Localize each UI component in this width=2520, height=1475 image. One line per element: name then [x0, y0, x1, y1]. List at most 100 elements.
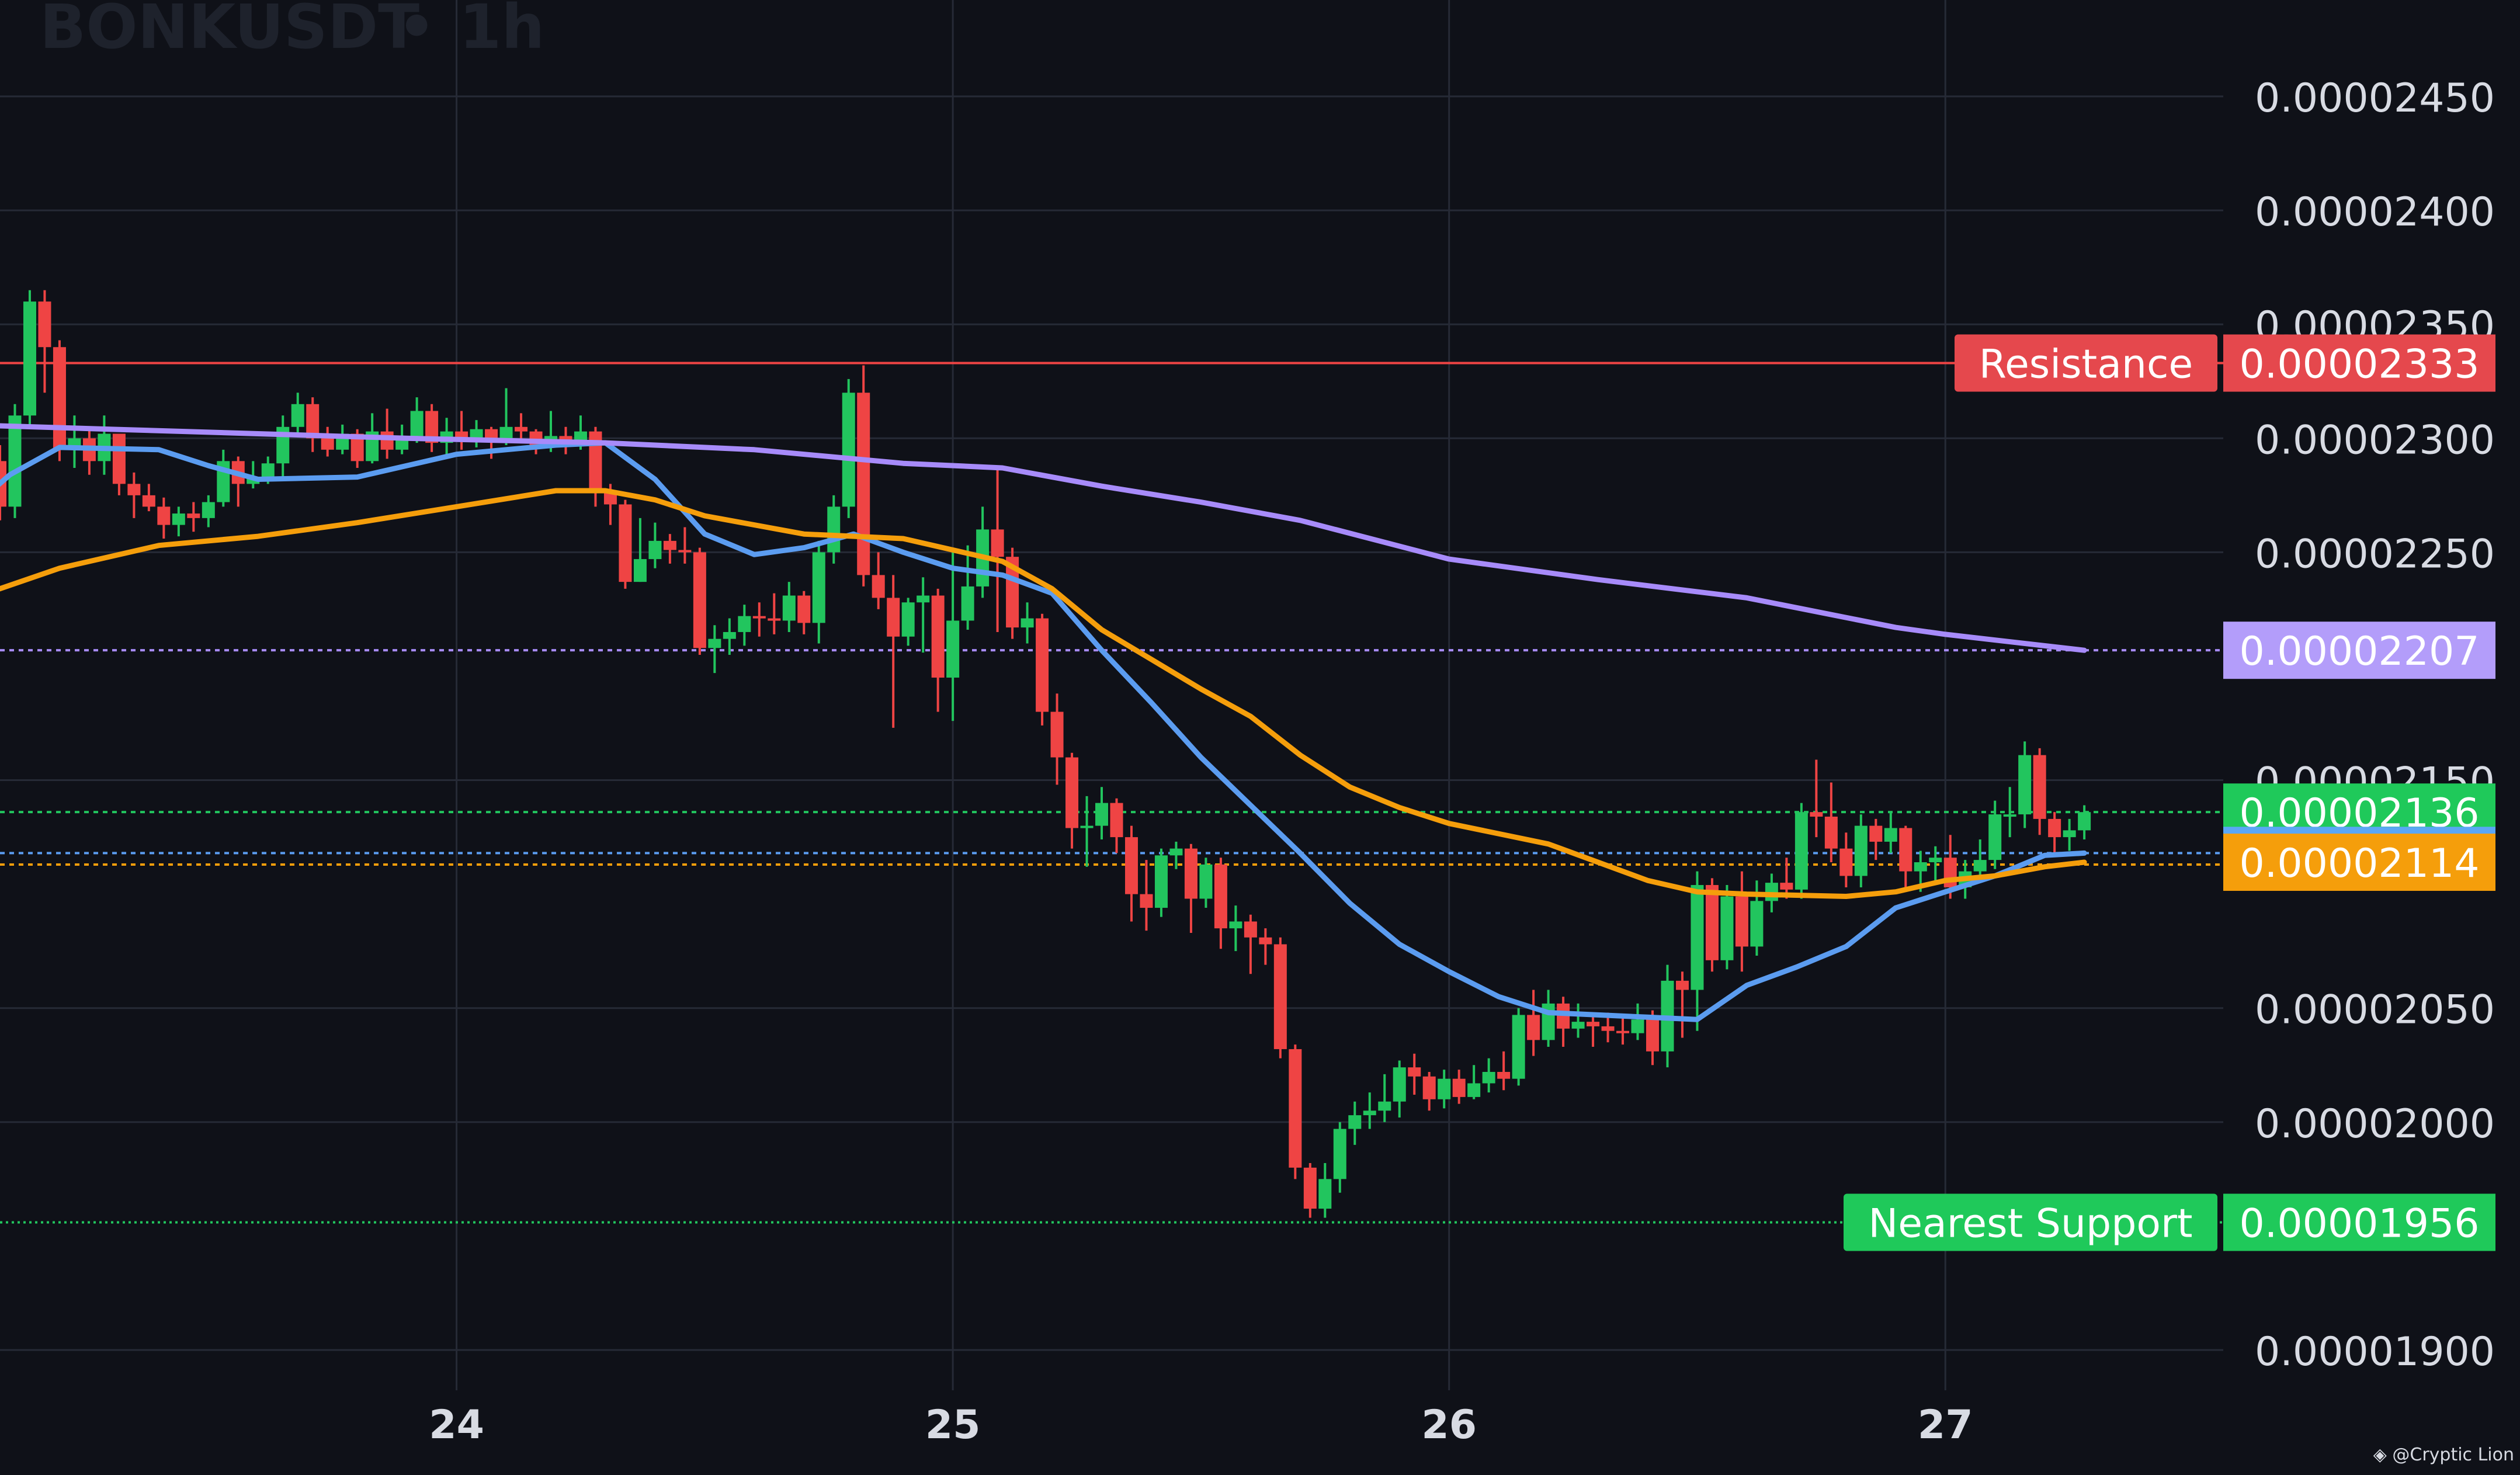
candle-down [1244, 914, 1257, 974]
candle-up [812, 540, 825, 644]
candle-body [455, 431, 468, 439]
resistance-tag: 0.00002333 Resistance [1955, 334, 2495, 392]
candle-up [202, 495, 215, 527]
candle-down [1259, 928, 1272, 965]
x-axis: 24 25 26 27 [429, 1402, 1973, 1448]
candle-body [1869, 825, 1883, 842]
candle-up [410, 397, 424, 443]
candle-body [1110, 803, 1123, 838]
candle-body [1065, 757, 1079, 828]
candle-down [1140, 860, 1153, 931]
candle-down [1110, 798, 1123, 853]
candle-body [633, 559, 647, 582]
candle-body [515, 426, 528, 432]
candle-body [1199, 864, 1213, 899]
candle-body [2078, 812, 2091, 831]
candle-body [782, 595, 796, 621]
candle-body [1899, 828, 1912, 872]
candle-down [857, 365, 870, 586]
candle-up [901, 598, 915, 646]
candle-down [1839, 832, 1853, 887]
candle-body [38, 301, 51, 348]
candle-down [1006, 547, 1019, 639]
ma-mid-tag-value: 0.00002114 [2240, 841, 2480, 887]
y-tick-label: 0.00002250 [2255, 531, 2495, 577]
candle-up [1393, 1060, 1406, 1118]
candle-up [723, 618, 736, 655]
candle-body [1021, 618, 1034, 628]
candle-body [470, 429, 483, 439]
candle-body [1557, 1003, 1570, 1029]
candle-body [1765, 883, 1778, 901]
candle-down [1899, 825, 1912, 890]
candle-up [1021, 602, 1034, 644]
candle-down [1452, 1070, 1466, 1104]
resistance-tag-box [2223, 334, 2495, 392]
candle-up [1482, 1058, 1495, 1093]
candle-body [499, 426, 513, 441]
candle-body [1750, 901, 1764, 947]
candle-body [1720, 896, 1734, 960]
candle-up [2003, 787, 2016, 838]
candle-down [157, 497, 171, 539]
watermark-text: Cryptic Lion [2410, 1445, 2514, 1465]
price-tags: 0.00002333Resistance0.000022070.00002136… [1844, 334, 2495, 1251]
support-tag-value: 0.00001956 [2240, 1200, 2480, 1247]
candle-body [1616, 1030, 1630, 1033]
ma-slow-tag-box [2223, 622, 2495, 679]
candle-down [306, 397, 320, 452]
y-tick-label: 0.00002400 [2255, 189, 2495, 235]
candle-down [752, 602, 766, 637]
candle-body [2033, 755, 2046, 819]
candle-body [1988, 814, 2002, 860]
candle-body [1124, 837, 1138, 894]
candle-body [1140, 894, 1153, 908]
candle-body [1929, 858, 1942, 863]
candle-up [172, 506, 185, 537]
candle-up [1467, 1065, 1481, 1099]
moving-averages [0, 423, 2087, 1022]
candle-up [2063, 818, 2076, 851]
candle-down [1214, 858, 1227, 949]
watermark-at: @ [2392, 1445, 2410, 1465]
candle-body [202, 502, 215, 518]
symbol-label: BONKUSDT [40, 0, 419, 63]
candle-down [1124, 825, 1138, 922]
candle-up [648, 522, 662, 568]
candle-body [1810, 812, 1823, 817]
resistance-tag-value: 0.00002333 [2240, 342, 2480, 388]
candle-down [1616, 1017, 1630, 1045]
candle-body [1914, 862, 1927, 872]
candle-body [142, 495, 155, 507]
candle-body [1363, 1110, 1376, 1116]
candle-body [1884, 828, 1897, 842]
candle-body [1794, 812, 1808, 890]
candle-body [1393, 1067, 1406, 1102]
candle-body [1154, 855, 1168, 908]
candle-down [1273, 937, 1287, 1058]
candle-body [693, 552, 706, 648]
candle-body [172, 513, 185, 525]
candle-body [589, 431, 602, 493]
ma-mid-tag-box [2223, 834, 2495, 891]
candle-up [470, 420, 483, 447]
ma-mid-line [0, 488, 2087, 899]
candle-body [1452, 1078, 1466, 1097]
candle-up [1363, 1092, 1376, 1129]
candle-body [306, 404, 320, 439]
candle-body [1527, 1015, 1540, 1040]
candle-body [23, 301, 36, 416]
candle-up [1973, 839, 1987, 881]
candle-down [455, 411, 468, 450]
candle-down [1780, 858, 1793, 899]
candle-body [1289, 1049, 1302, 1168]
candle-body [8, 415, 22, 507]
candle-up [1571, 1003, 1585, 1038]
candle-down [1303, 1163, 1317, 1218]
candle-body [619, 504, 632, 582]
candle-up [1169, 841, 1183, 869]
candle-body [678, 550, 692, 553]
candle-up [1438, 1070, 1451, 1109]
